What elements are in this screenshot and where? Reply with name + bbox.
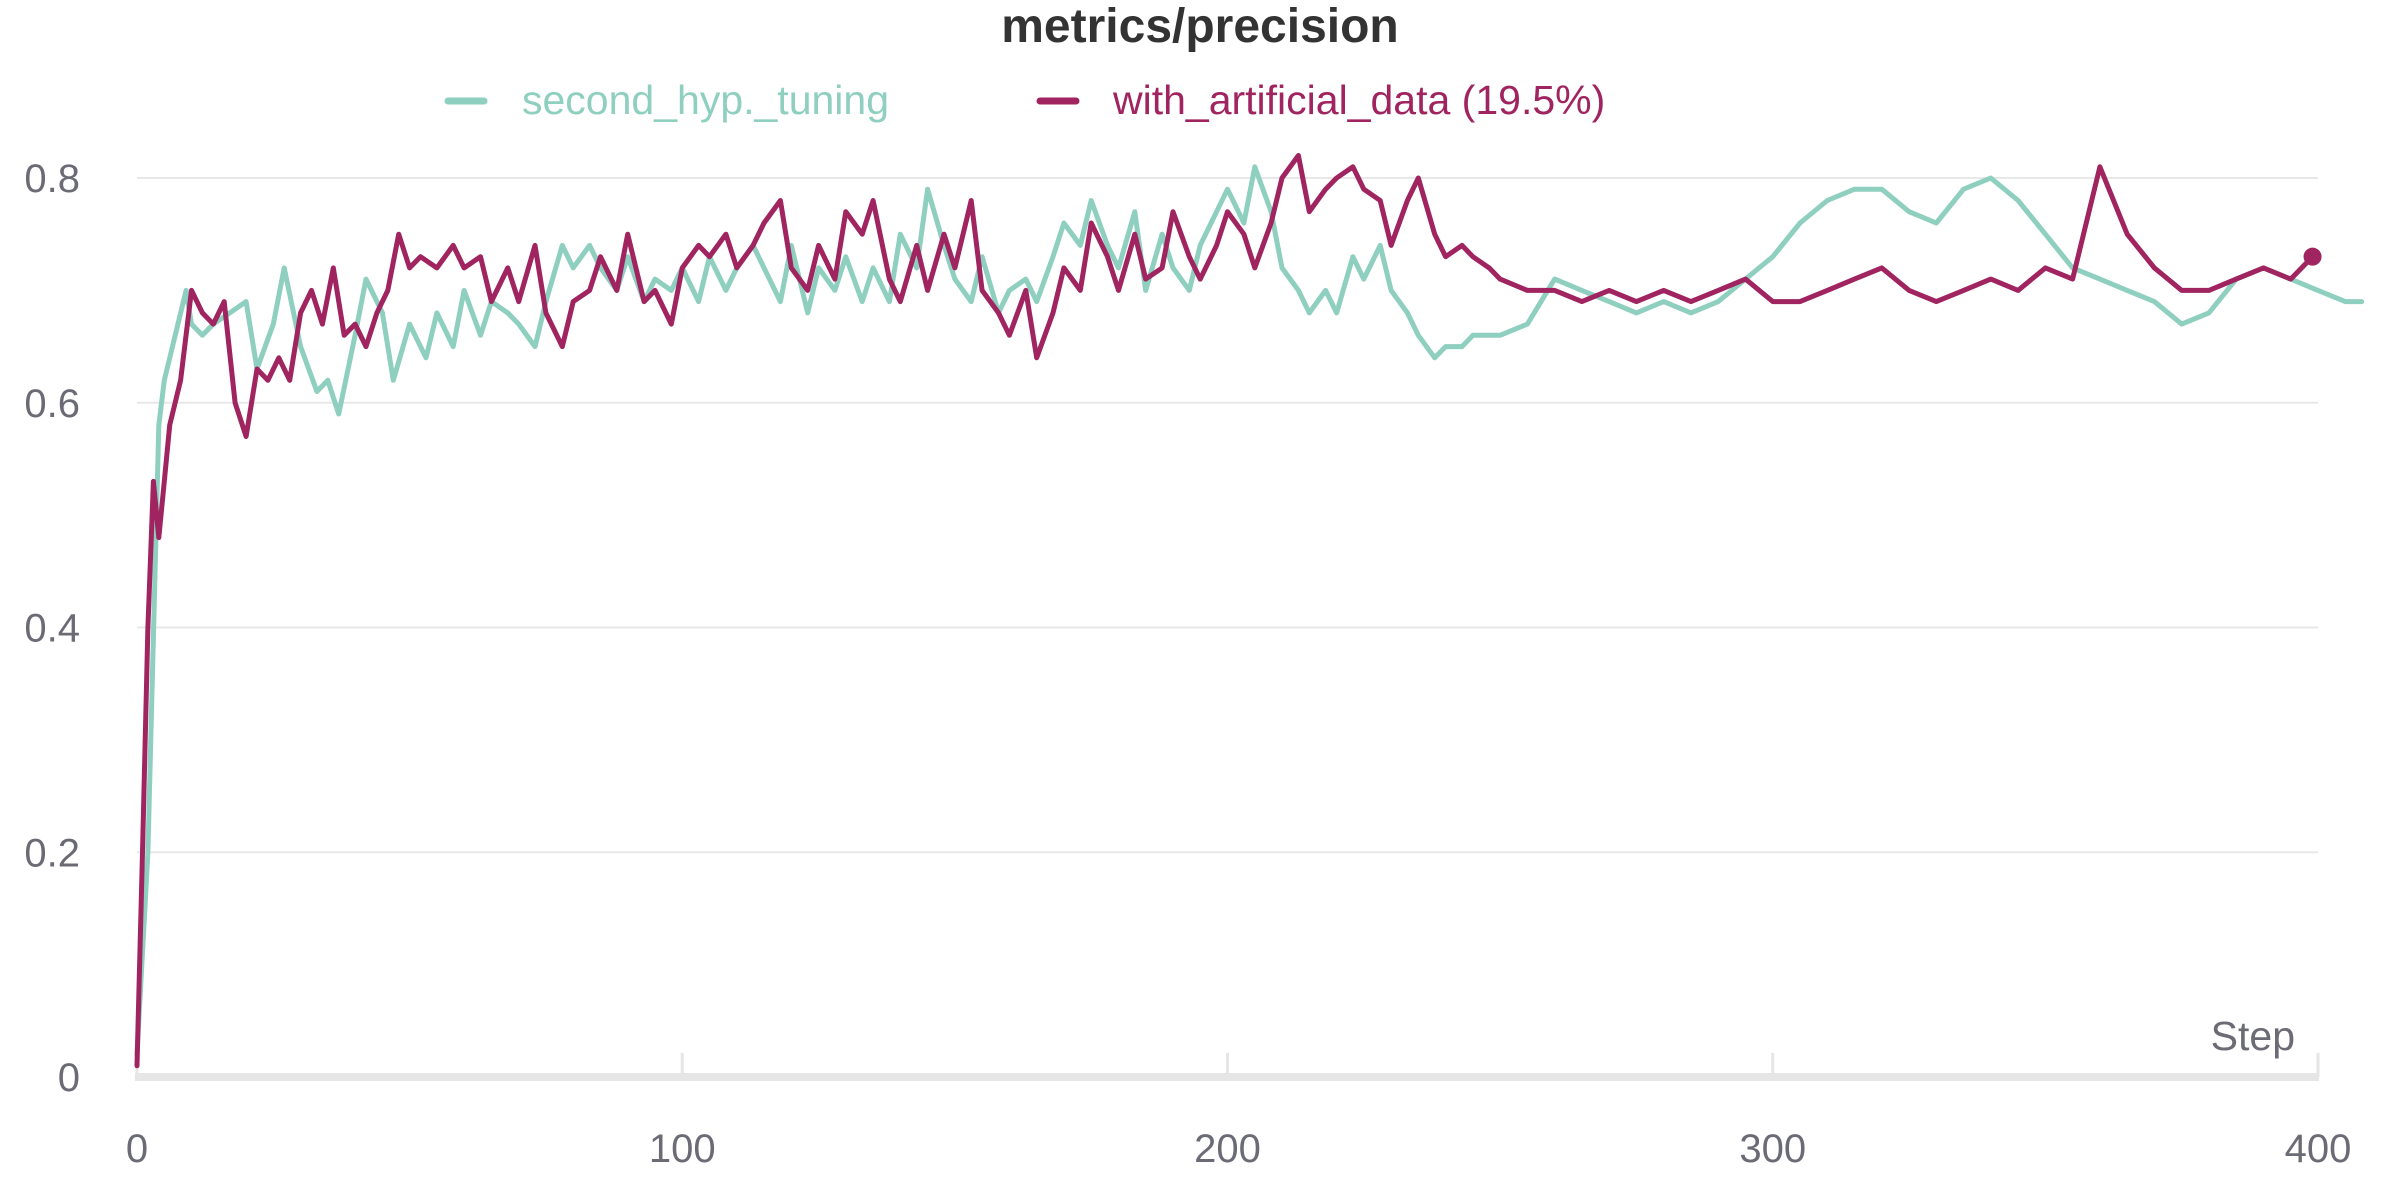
series-line-0[interactable]: [134, 164, 2365, 1057]
x-axis-label: Step: [2211, 1013, 2295, 1059]
y-tick-label-0: 0: [58, 1056, 80, 1100]
legend[interactable]: second_hyp._tuning with_artificial_data …: [444, 77, 1605, 123]
y-axis-tick-labels: 0 0.2 0.4 0.6 0.8: [24, 157, 80, 1100]
x-tick-label-0: 0: [126, 1127, 148, 1171]
y-tick-label-4: 0.8: [24, 157, 80, 201]
x-tick-label-1: 100: [649, 1127, 716, 1171]
x-tick-label-3: 300: [1739, 1127, 1806, 1171]
y-tick-label-2: 0.4: [24, 607, 80, 651]
chart-title: metrics/precision: [1001, 0, 1399, 53]
series-line-1[interactable]: [134, 153, 2315, 1069]
series-endpoint-marker: [2303, 247, 2322, 266]
legend-label-second-hyp-tuning[interactable]: second_hyp._tuning: [522, 77, 889, 123]
legend-label-with-artificial-data[interactable]: with_artificial_data (19.5%): [1112, 77, 1605, 123]
y-tick-label-3: 0.6: [24, 382, 80, 426]
x-axis-tick-labels: 0 100 200 300 400: [126, 1127, 2352, 1171]
x-axis-ticks: [135, 1053, 2320, 1077]
series-layer: [134, 153, 2365, 1069]
y-tick-label-1: 0.2: [24, 831, 80, 875]
x-tick-label-4: 400: [2285, 1127, 2352, 1171]
x-tick-label-2: 200: [1194, 1127, 1261, 1171]
gridlines: [137, 177, 2318, 854]
